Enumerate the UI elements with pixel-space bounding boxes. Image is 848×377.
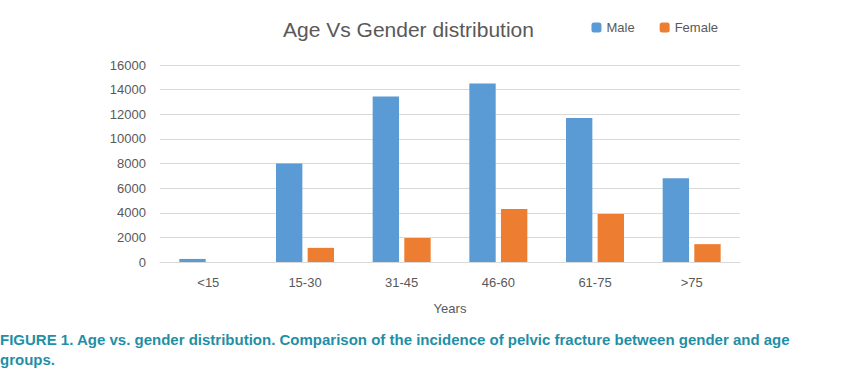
svg-text:14000: 14000 — [110, 82, 146, 97]
svg-text:0: 0 — [139, 255, 146, 270]
svg-text:8000: 8000 — [117, 156, 146, 171]
svg-text:15-30: 15-30 — [288, 275, 321, 290]
svg-text:Years: Years — [434, 301, 467, 316]
svg-text:12000: 12000 — [110, 107, 146, 122]
svg-text:Male: Male — [606, 20, 634, 35]
svg-text:Age Vs Gender distribution: Age Vs Gender distribution — [283, 18, 534, 41]
html-text:FIGURE 1. Age vs. gender distr: FIGURE 1. Age vs. gender distribution. C… — [0, 331, 790, 368]
svg-text:Female: Female — [675, 20, 718, 35]
svg-text:>75: >75 — [681, 275, 703, 290]
svg-text:31-45: 31-45 — [385, 275, 418, 290]
svg-text:16000: 16000 — [110, 58, 146, 73]
svg-text:61-75: 61-75 — [578, 275, 611, 290]
svg-text:6000: 6000 — [117, 181, 146, 196]
svg-text:4000: 4000 — [117, 205, 146, 220]
svg-text:2000: 2000 — [117, 230, 146, 245]
svg-text:10000: 10000 — [110, 131, 146, 146]
svg-text:<15: <15 — [197, 275, 219, 290]
svg-text:46-60: 46-60 — [482, 275, 515, 290]
